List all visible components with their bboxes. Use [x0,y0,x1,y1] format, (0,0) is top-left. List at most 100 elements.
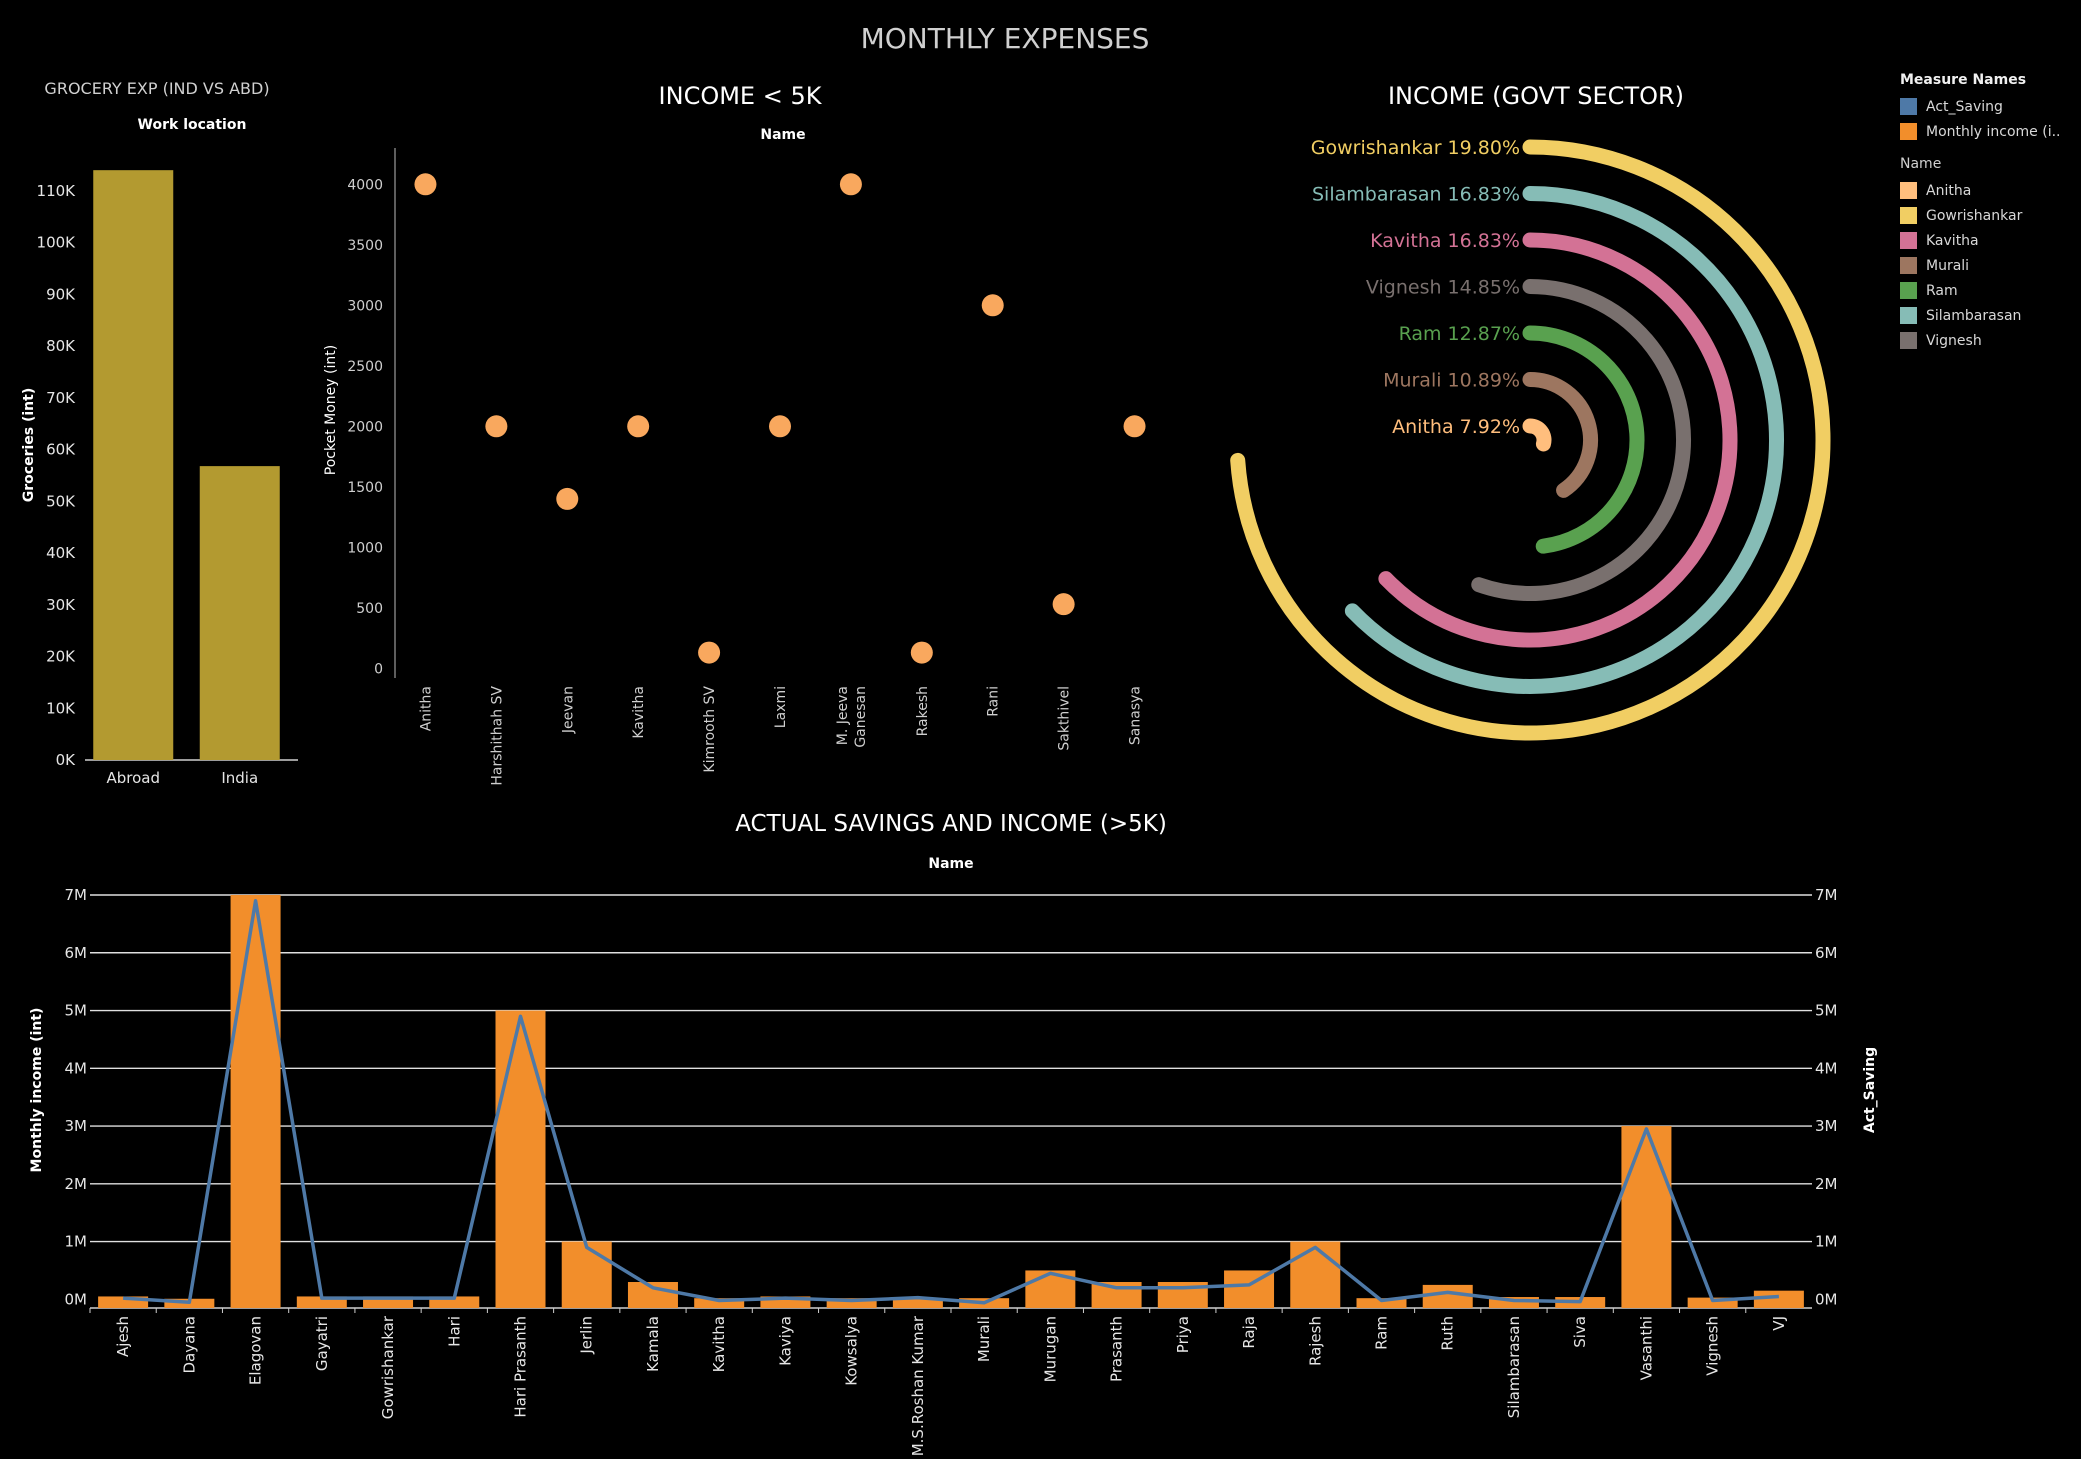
scatter-x-tick-line: Sakthivel [1057,686,1073,751]
combo-bar-ruth [1423,1285,1473,1308]
scatter-x-tick-label: Rakesh [915,686,931,736]
legend-swatch [1900,307,1917,324]
combo-y-tick-label: 1M [65,1233,88,1251]
combo-line-act-saving [123,901,1779,1303]
legend-swatch [1900,232,1917,249]
legend-label: Ram [1926,283,1958,299]
legend-item-ram[interactable]: Ram [1900,278,2060,303]
combo-y-tick-label: 6M [65,944,88,962]
grocery-x-tick-label: India [221,769,258,787]
combo-y2-tick-label: 4M [1815,1059,1838,1077]
legend-swatch [1900,123,1917,140]
legend-swatch [1900,182,1917,199]
scatter-x-tick-line: Ganesan [853,686,869,748]
combo-x-tick-label: Rajesh [1306,1316,1324,1366]
scatter-x-tick-label: Rani [986,686,1002,717]
scatter-x-tick-label: Sakthivel [1057,686,1073,751]
grocery-y-tick-label: 0K [56,751,77,769]
legend-item-murali[interactable]: Murali [1900,253,2060,278]
scatter-x-tick-label: Anitha [418,686,434,731]
combo-x-tick-label: Gayatri [313,1316,331,1371]
grocery-bar-india [200,466,280,760]
combo-x-tick-label: Murugan [1041,1316,1059,1382]
legend-item-kavitha[interactable]: Kavitha [1900,228,2060,253]
combo-bar-vj [1754,1291,1804,1308]
grocery-bar-abroad [93,170,173,760]
legend-swatch [1900,98,1917,115]
scatter-x-tick-line: Anitha [418,686,434,731]
combo-y-tick-label: 3M [65,1117,88,1135]
combo-y2-tick-label: 1M [1815,1233,1838,1251]
combo-x-tick-label: Vignesh [1704,1316,1722,1376]
scatter-y-tick-label: 3500 [347,238,383,254]
combo-y2-axis-label: Act_Saving [1862,1047,1878,1133]
legend-item-vignesh[interactable]: Vignesh [1900,328,2060,353]
legend-label: Monthly income (i.. [1926,124,2060,140]
radial-label-vignesh: Vignesh 14.85% [1366,277,1520,299]
legend-item-anitha[interactable]: Anitha [1900,178,2060,203]
legend-label: Anitha [1926,183,1971,199]
radial-arc-anitha [1530,426,1544,444]
scatter-y-tick-label: 2000 [347,419,383,435]
grocery-y-tick-label: 30K [46,596,76,614]
scatter-point-harshithah-sv [485,415,507,437]
pocket-money-chart: INCOME < 5K Name Pocket Money (int) 0500… [323,82,1146,786]
grocery-y-axis-label: Groceries (int) [21,388,37,502]
scatter-x-tick-line: Rani [986,686,1002,717]
legend-item-gowrishankar[interactable]: Gowrishankar [1900,203,2060,228]
legend-label: Vignesh [1926,333,1982,349]
combo-bar-jerlin [562,1242,612,1308]
scatter-point-kavitha [627,415,649,437]
combo-x-tick-label: Gowrishankar [379,1315,397,1419]
legend-item-silambarasan[interactable]: Silambarasan [1900,303,2060,328]
legend-item-monthly-income[interactable]: Monthly income (i.. [1900,119,2060,144]
scatter-x-tick-label: Kavitha [631,686,647,739]
combo-x-tick-label: Silambarasan [1505,1316,1523,1418]
combo-x-tick-label: M.S.Roshan Kumar [909,1315,927,1456]
legend-label: Murali [1926,258,1969,274]
radial-label-anitha: Anitha 7.92% [1392,416,1520,438]
radial-label-kavitha: Kavitha 16.83% [1370,230,1520,252]
combo-bar-rajesh [1290,1242,1340,1308]
combo-x-tick-label: Murali [975,1316,993,1362]
combo-title: ACTUAL SAVINGS AND INCOME (>5K) [735,811,1167,837]
scatter-point-sanasya [1124,415,1146,437]
combo-header: Name [928,856,973,872]
govt-income-radial-chart: INCOME (GOVT SECTOR) Gowrishankar 19.80%… [1238,82,1823,733]
scatter-header: Name [760,127,805,143]
combo-y2-tick-label: 0M [1815,1290,1838,1308]
scatter-x-tick-line: Jeevan [560,686,576,734]
scatter-x-tick-label: M. Jeeva Ganesan [835,686,869,748]
combo-y2-tick-label: 7M [1815,886,1838,904]
grocery-x-tick-label: Abroad [106,769,160,787]
legend-label: Act_Saving [1926,99,2003,115]
combo-x-tick-label: VJ [1770,1316,1788,1331]
combo-bar-elagovan [231,895,281,1308]
combo-x-tick-label: Raja [1240,1316,1258,1349]
legend: Measure Names Act_Saving Monthly income … [1900,72,2060,353]
radial-label-silambarasan: Silambarasan 16.83% [1312,184,1520,206]
scatter-x-tick-label: Sanasya [1128,686,1144,745]
combo-x-tick-label: Dayana [180,1316,198,1374]
combo-bar-hari-prasanth [496,1011,546,1308]
combo-x-tick-label: Kamala [644,1316,662,1372]
scatter-title: INCOME < 5K [659,82,823,110]
combo-x-tick-label: Ram [1373,1316,1391,1350]
legend-swatch [1900,282,1917,299]
scatter-y-tick-label: 1500 [347,480,383,496]
legend-item-act-saving[interactable]: Act_Saving [1900,94,2060,119]
scatter-x-tick-line: M. Jeeva [835,686,851,745]
scatter-y-tick-label: 1000 [347,540,383,556]
combo-bar-vasanthi [1621,1126,1671,1308]
legend-name-header: Name [1900,156,2060,172]
scatter-point-m-jeeva-ganesan [840,173,862,195]
grocery-y-tick-label: 90K [46,285,76,303]
combo-y2-tick-label: 6M [1815,944,1838,962]
legend-swatch [1900,257,1917,274]
grocery-header: Work location [138,117,247,133]
scatter-y-axis-label: Pocket Money (int) [323,345,339,475]
combo-bar-prasanth [1092,1282,1142,1308]
combo-x-tick-label: Vasanthi [1637,1316,1655,1380]
radial-title: INCOME (GOVT SECTOR) [1388,82,1684,110]
radial-label-gowrishankar: Gowrishankar 19.80% [1311,137,1520,159]
